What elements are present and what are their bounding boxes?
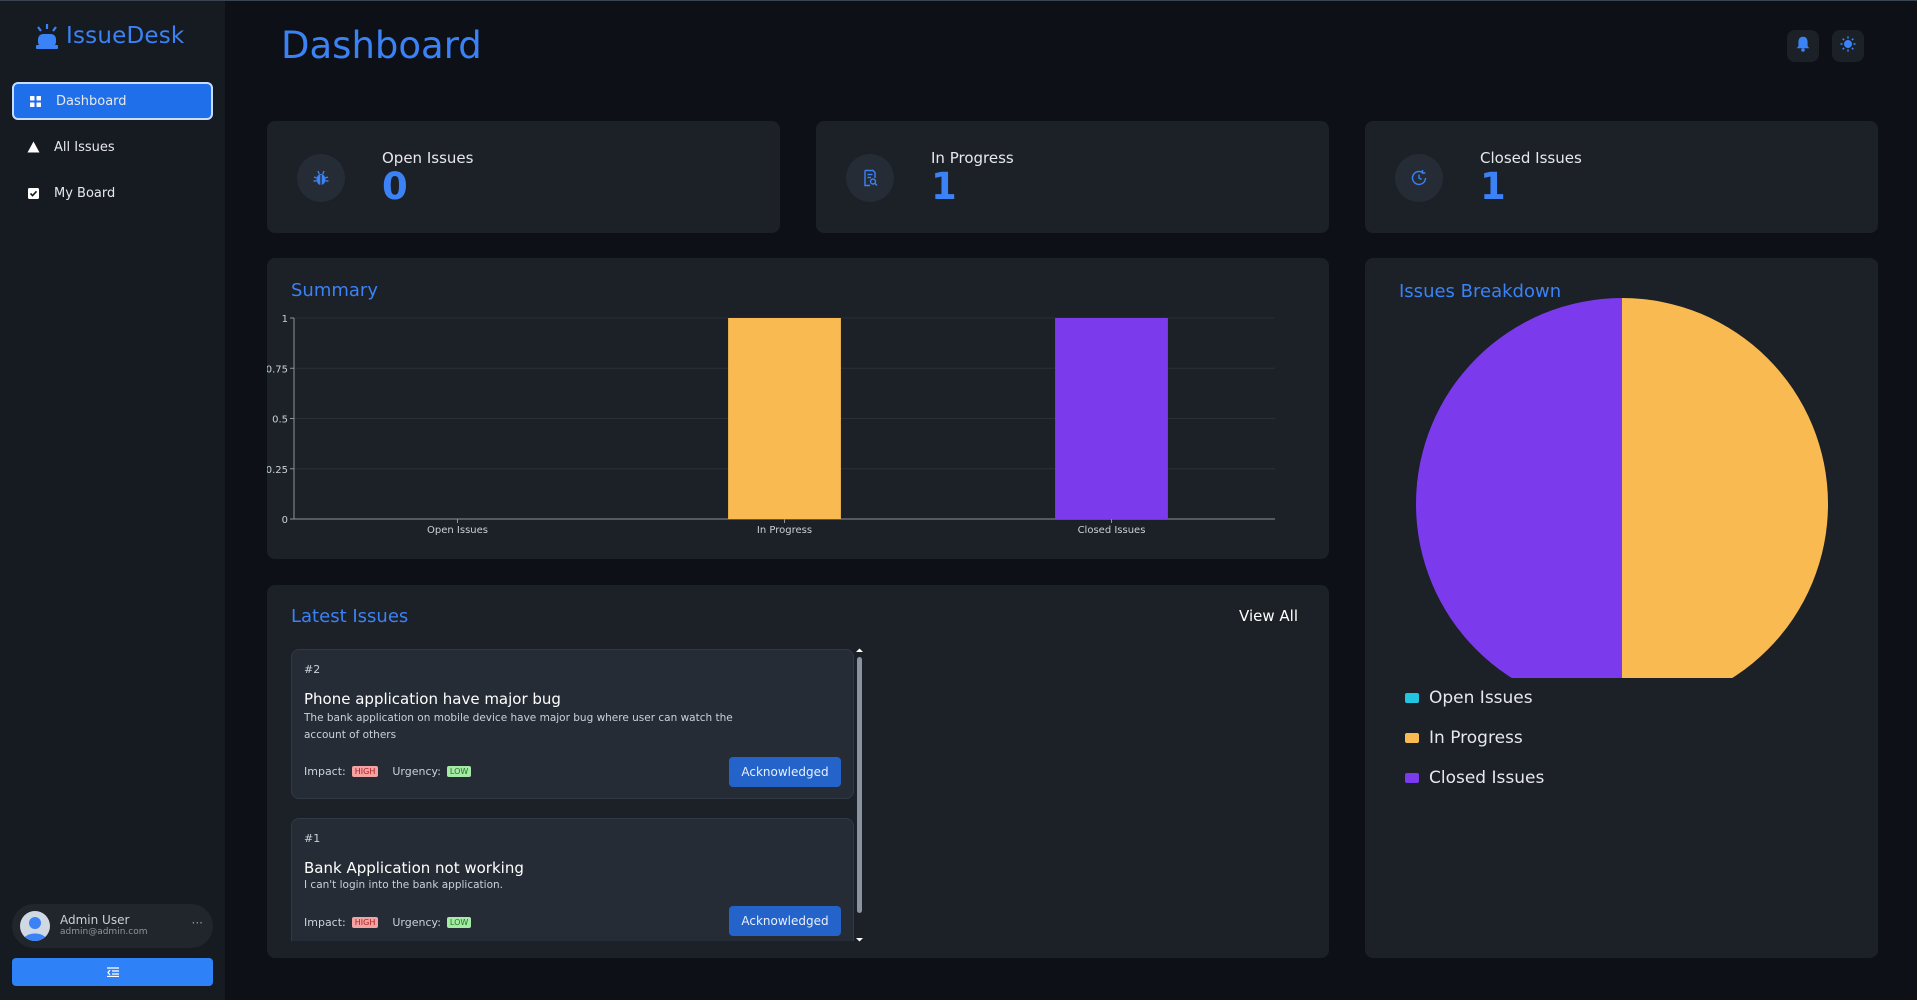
issues-pie-chart — [1416, 298, 1828, 678]
latest-issues-title: Latest Issues — [291, 606, 409, 627]
y-tick-label: 0.25 — [267, 465, 288, 476]
urgency-label: Urgency: — [392, 765, 441, 778]
issue-title: Phone application have major bug — [304, 690, 561, 708]
sidebar-item-label: All Issues — [54, 139, 115, 155]
bell-icon — [1796, 36, 1810, 56]
avatar — [20, 911, 50, 941]
breakdown-title: Issues Breakdown — [1399, 281, 1562, 302]
sidebar-item-label: My Board — [54, 185, 116, 201]
issue-description: I can't login into the bank application. — [304, 879, 504, 891]
stat-card-closed-issues: Closed Issues 1 — [1365, 121, 1878, 233]
summary-bar-chart: 0 0.25 0.5 0.75 1 Open Issues In Progress Close… — [267, 314, 1275, 536]
pie-legend: Open Issues In Progress Closed Issues — [1405, 678, 1544, 798]
more-options-icon[interactable]: ··· — [191, 916, 203, 930]
view-all-link[interactable]: View All — [1239, 607, 1298, 625]
breakdown-card: Issues Breakdown Open Issues In Progress… — [1365, 258, 1878, 958]
stat-card-open-issues: Open Issues 0 — [267, 121, 780, 233]
alert-triangle-icon — [26, 140, 40, 154]
bug-icon — [297, 154, 345, 202]
stat-label: Closed Issues — [1480, 149, 1582, 167]
issue-description: The bank application on mobile device ha… — [304, 712, 733, 741]
impact-badge: HIGH — [351, 766, 379, 777]
x-tick-label: In Progress — [757, 525, 812, 536]
bar[interactable] — [1055, 318, 1168, 519]
issue-card[interactable]: #1 Bank Application not working I can't … — [291, 818, 854, 941]
sun-icon — [1840, 36, 1856, 56]
sidebar-item-label: Dashboard — [56, 93, 127, 109]
issue-card[interactable]: #2 Phone application have major bug The … — [291, 649, 854, 799]
clock-check-icon — [1395, 154, 1443, 202]
issues-scrollbar[interactable] — [854, 647, 864, 943]
legend-item[interactable]: Closed Issues — [1405, 758, 1544, 798]
stat-label: In Progress — [931, 149, 1014, 167]
y-tick-label: 0 — [282, 515, 288, 526]
impact-label: Impact: — [304, 765, 346, 778]
sidebar-item-dashboard[interactable]: Dashboard — [12, 82, 213, 120]
user-name: Admin User — [60, 913, 130, 927]
bar[interactable] — [728, 318, 841, 519]
issue-meta: Impact: HIGH Urgency: LOW — [304, 916, 485, 929]
sidebar-item-all-issues[interactable]: All Issues — [12, 128, 213, 166]
urgency-badge: LOW — [446, 917, 472, 928]
theme-toggle-button[interactable] — [1832, 30, 1864, 62]
user-info: Admin User admin@admin.com — [60, 914, 147, 938]
status-button[interactable]: Acknowledged — [729, 757, 841, 787]
sidebar-nav: Dashboard All Issues My Board — [12, 82, 213, 220]
y-tick-label: 1 — [282, 314, 288, 325]
document-search-icon — [846, 154, 894, 202]
window-top-border — [0, 0, 1917, 1]
siren-icon — [34, 22, 60, 50]
stat-value: 0 — [382, 165, 408, 208]
legend-label: Open Issues — [1429, 688, 1533, 708]
impact-label: Impact: — [304, 916, 346, 929]
status-button[interactable]: Acknowledged — [729, 906, 841, 936]
sidebar-item-my-board[interactable]: My Board — [12, 174, 213, 212]
urgency-badge: LOW — [446, 766, 472, 777]
page-title: Dashboard — [281, 24, 482, 67]
stat-label: Open Issues — [382, 149, 474, 167]
collapse-sidebar-button[interactable] — [12, 958, 213, 986]
sidebar: IssueDesk Dashboard All Issues — [0, 1, 225, 1000]
legend-label: Closed Issues — [1429, 768, 1545, 788]
x-tick-label: Open Issues — [427, 525, 488, 536]
y-tick-label: 0.75 — [267, 364, 288, 375]
legend-label: In Progress — [1429, 728, 1523, 748]
legend-swatch — [1405, 693, 1419, 703]
summary-title: Summary — [291, 280, 378, 301]
stat-card-in-progress: In Progress 1 — [816, 121, 1329, 233]
issue-meta: Impact: HIGH Urgency: LOW — [304, 765, 485, 778]
grid-icon — [28, 94, 42, 108]
issues-list[interactable]: #2 Phone application have major bug The … — [291, 649, 881, 941]
checkbox-icon — [26, 186, 40, 200]
brand[interactable]: IssueDesk — [34, 21, 184, 51]
issue-number: #2 — [304, 663, 321, 676]
y-tick-label: 0.5 — [272, 415, 288, 426]
urgency-label: Urgency: — [392, 916, 441, 929]
notifications-button[interactable] — [1787, 30, 1819, 62]
impact-badge: HIGH — [351, 917, 379, 928]
app-name: IssueDesk — [66, 23, 185, 49]
user-email: admin@admin.com — [60, 927, 148, 937]
user-profile-card[interactable]: Admin User admin@admin.com ··· — [12, 904, 213, 948]
pie-slice[interactable] — [1416, 298, 1622, 678]
collapse-menu-icon — [106, 965, 119, 980]
legend-swatch — [1405, 733, 1419, 743]
pie-slice[interactable] — [1622, 298, 1828, 678]
issue-number: #1 — [304, 832, 321, 845]
legend-item[interactable]: In Progress — [1405, 718, 1544, 758]
legend-swatch — [1405, 773, 1419, 783]
legend-item[interactable]: Open Issues — [1405, 678, 1544, 718]
stat-value: 1 — [931, 165, 957, 208]
x-tick-label: Closed Issues — [1078, 525, 1146, 536]
issue-title: Bank Application not working — [304, 859, 524, 877]
summary-card: Summary 0 0.25 0.5 0.75 1 Open Issues In Progr… — [267, 258, 1329, 559]
scrollbar-thumb[interactable] — [857, 657, 862, 913]
latest-issues-card: Latest Issues View All #2 Phone applicat… — [267, 585, 1329, 958]
stat-value: 1 — [1480, 165, 1506, 208]
